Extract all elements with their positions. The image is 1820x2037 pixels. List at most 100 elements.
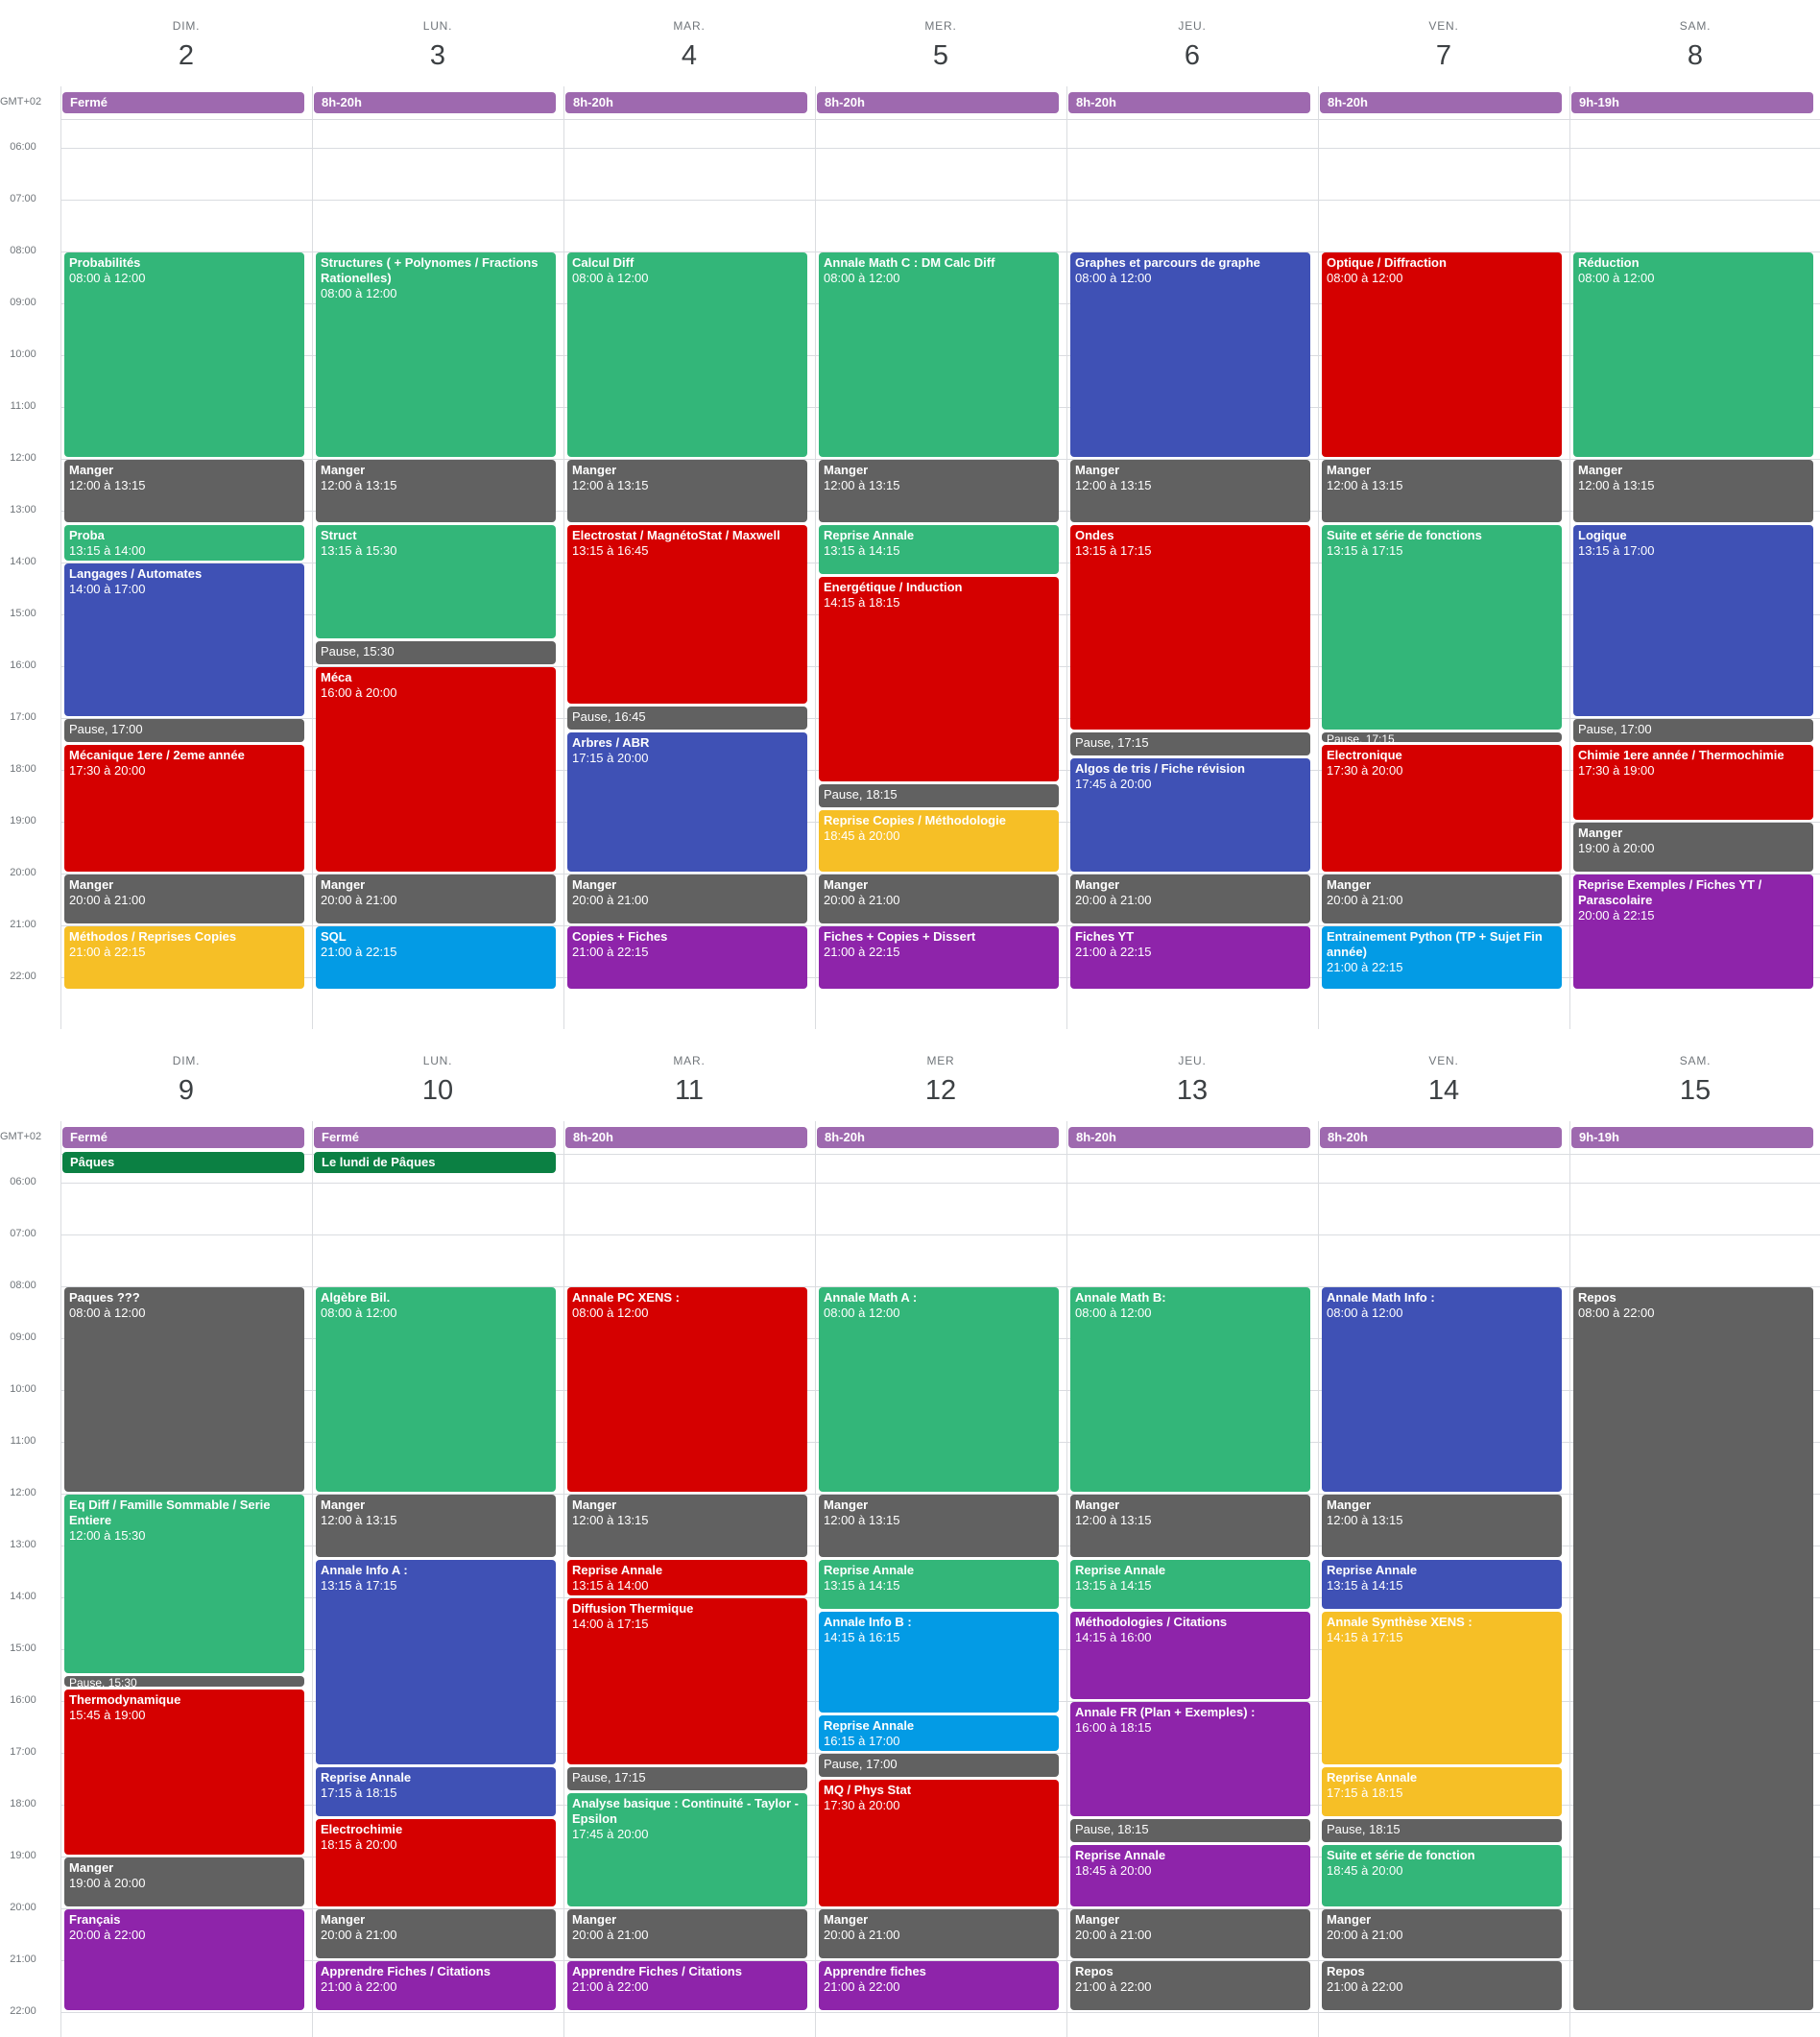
opening-hours-chip[interactable]: 8h-20h bbox=[1068, 92, 1310, 113]
event-block[interactable]: Paques ??? 08:00 à 12:00 bbox=[64, 1287, 304, 1492]
event-block[interactable]: Diffusion Thermique 14:00 à 17:15 bbox=[567, 1598, 807, 1764]
event-block[interactable]: Pause, 16:45 bbox=[567, 706, 807, 730]
day-header[interactable]: MAR. 4 bbox=[563, 19, 815, 72]
day-header[interactable]: LUN. 10 bbox=[312, 1054, 563, 1107]
event-block[interactable]: Reprise Annale 18:45 à 20:00 bbox=[1070, 1844, 1310, 1906]
day-number[interactable]: 12 bbox=[924, 1075, 957, 1106]
event-block[interactable]: Fiches + Copies + Dissert 21:00 à 22:15 bbox=[819, 926, 1059, 989]
event-block[interactable]: Annale Math B: 08:00 à 12:00 bbox=[1070, 1287, 1310, 1492]
day-number[interactable]: 5 bbox=[932, 40, 949, 71]
day-number[interactable]: 6 bbox=[1184, 40, 1201, 71]
event-block[interactable]: Méthodos / Reprises Copies 21:00 à 22:15 bbox=[64, 926, 304, 989]
day-number[interactable]: 15 bbox=[1679, 1075, 1712, 1106]
event-block[interactable]: Annale Math A :08:00 à 12:00 bbox=[819, 1287, 1059, 1492]
day-number[interactable]: 2 bbox=[178, 40, 195, 71]
event-block[interactable]: Repos 08:00 à 22:00 bbox=[1573, 1287, 1813, 2010]
day-header[interactable]: DIM. 9 bbox=[60, 1054, 312, 1107]
event-block[interactable]: Manger 12:00 à 13:15 bbox=[1070, 460, 1310, 522]
event-block[interactable]: Logique 13:15 à 17:00 bbox=[1573, 524, 1813, 716]
event-block[interactable]: Reprise Annale 13:15 à 14:15 bbox=[1322, 1559, 1562, 1609]
event-block[interactable]: Eq Diff / Famille Sommable / Serie Entie… bbox=[64, 1495, 304, 1673]
opening-hours-chip[interactable]: 9h-19h bbox=[1571, 1127, 1813, 1148]
event-block[interactable]: Méthodologies / Citations 14:15 à 16:00 bbox=[1070, 1611, 1310, 1699]
event-block[interactable]: Ondes 13:15 à 17:15 bbox=[1070, 524, 1310, 730]
event-block[interactable]: Manger 20:00 à 21:00 bbox=[316, 875, 556, 923]
event-block[interactable]: Chimie 1ere année / Thermochimie 17:30 à … bbox=[1573, 745, 1813, 820]
event-block[interactable]: Manger 20:00 à 21:00 bbox=[316, 1909, 556, 1958]
event-block[interactable]: Reprise Copies / Méthodologie 18:45 à 20:… bbox=[819, 809, 1059, 872]
event-block[interactable]: Annale Info B :14:15 à 16:15 bbox=[819, 1611, 1059, 1713]
day-number[interactable]: 10 bbox=[421, 1075, 454, 1106]
event-block[interactable]: Repos 21:00 à 22:00 bbox=[1322, 1961, 1562, 2010]
event-block[interactable]: Suite et série de fonction 18:45 à 20:00 bbox=[1322, 1844, 1562, 1906]
day-header[interactable]: JEU. 13 bbox=[1066, 1054, 1318, 1107]
event-block[interactable]: Réduction 08:00 à 12:00 bbox=[1573, 252, 1813, 457]
event-block[interactable]: Pause, 18:15 bbox=[1322, 1818, 1562, 1842]
event-block[interactable]: Annale Math Info :08:00 à 12:00 bbox=[1322, 1287, 1562, 1492]
event-block[interactable]: Energétique / Induction 14:15 à 18:15 bbox=[819, 576, 1059, 781]
day-header[interactable]: LUN. 3 bbox=[312, 19, 563, 72]
event-block[interactable]: Pause, 17:00 bbox=[1573, 719, 1813, 742]
holiday-chip[interactable]: Le lundi de Pâques bbox=[314, 1152, 556, 1173]
event-block[interactable]: Manger 20:00 à 21:00 bbox=[1322, 875, 1562, 923]
event-block[interactable]: Pause, 15:30 bbox=[316, 641, 556, 664]
event-block[interactable]: Repos 21:00 à 22:00 bbox=[1070, 1961, 1310, 2010]
event-block[interactable]: MQ / Phys Stat 17:30 à 20:00 bbox=[819, 1780, 1059, 1906]
event-block[interactable]: Suite et série de fonctions 13:15 à 17:15 bbox=[1322, 524, 1562, 730]
event-block[interactable]: Pause, 17:00 bbox=[64, 719, 304, 742]
event-block[interactable]: Pause, 17:15 bbox=[1070, 731, 1310, 755]
day-header[interactable]: DIM. 2 bbox=[60, 19, 312, 72]
day-number[interactable]: 13 bbox=[1176, 1075, 1209, 1106]
event-block[interactable]: Manger 20:00 à 21:00 bbox=[567, 875, 807, 923]
day-number[interactable]: 8 bbox=[1687, 40, 1704, 71]
event-block[interactable]: Manger 19:00 à 20:00 bbox=[64, 1857, 304, 1906]
event-block[interactable]: Manger 20:00 à 21:00 bbox=[1070, 1909, 1310, 1958]
event-block[interactable]: Apprendre Fiches / Citations 21:00 à 22:0… bbox=[316, 1961, 556, 2010]
event-block[interactable]: Manger 12:00 à 13:15 bbox=[819, 1495, 1059, 1557]
day-number[interactable]: 9 bbox=[178, 1075, 195, 1106]
opening-hours-chip[interactable]: 8h-20h bbox=[1068, 1127, 1310, 1148]
event-block[interactable]: Reprise Annale 13:15 à 14:15 bbox=[1070, 1559, 1310, 1609]
event-block[interactable]: Reprise Annale 17:15 à 18:15 bbox=[1322, 1766, 1562, 1816]
event-block[interactable]: Manger 20:00 à 21:00 bbox=[1070, 875, 1310, 923]
day-number[interactable]: 4 bbox=[681, 40, 698, 71]
event-block[interactable]: Pause, 17:00 bbox=[819, 1754, 1059, 1777]
event-block[interactable]: Optique / Diffraction 08:00 à 12:00 bbox=[1322, 252, 1562, 457]
event-block[interactable]: Apprendre Fiches / Citations 21:00 à 22:0… bbox=[567, 1961, 807, 2010]
day-header[interactable]: VEN. 7 bbox=[1318, 19, 1569, 72]
event-block[interactable]: Reprise Annale 17:15 à 18:15 bbox=[316, 1766, 556, 1816]
event-block[interactable]: Arbres / ABR 17:15 à 20:00 bbox=[567, 731, 807, 872]
day-header[interactable]: JEU. 6 bbox=[1066, 19, 1318, 72]
event-block[interactable]: Annale Info A :13:15 à 17:15 bbox=[316, 1559, 556, 1764]
day-header[interactable]: MER. 5 bbox=[815, 19, 1066, 72]
event-block[interactable]: Manger 12:00 à 13:15 bbox=[64, 460, 304, 522]
event-block[interactable]: Annale PC XENS :08:00 à 12:00 bbox=[567, 1287, 807, 1492]
event-block[interactable]: Proba 13:15 à 14:00 bbox=[64, 524, 304, 561]
event-block[interactable]: Reprise Exemples / Fiches YT / Parascola… bbox=[1573, 875, 1813, 989]
day-number[interactable]: 11 bbox=[674, 1075, 705, 1106]
event-block[interactable]: Français 20:00 à 22:00 bbox=[64, 1909, 304, 2010]
opening-hours-chip[interactable]: 8h-20h bbox=[314, 92, 556, 113]
event-block[interactable]: Fiches YT 21:00 à 22:15 bbox=[1070, 926, 1310, 989]
event-block[interactable]: SQL 21:00 à 22:15 bbox=[316, 926, 556, 989]
event-block[interactable]: Manger 12:00 à 13:15 bbox=[1070, 1495, 1310, 1557]
event-block[interactable]: Manger 12:00 à 13:15 bbox=[567, 460, 807, 522]
opening-hours-chip[interactable]: 8h-20h bbox=[1320, 92, 1562, 113]
event-block[interactable]: Electrochimie 18:15 à 20:00 bbox=[316, 1818, 556, 1906]
event-block[interactable]: Algos de tris / Fiche révision 17:45 à 20… bbox=[1070, 757, 1310, 872]
event-block[interactable]: Thermodynamique 15:45 à 19:00 bbox=[64, 1689, 304, 1855]
event-block[interactable]: Calcul Diff 08:00 à 12:00 bbox=[567, 252, 807, 457]
event-block[interactable]: Annale Synthèse XENS :14:15 à 17:15 bbox=[1322, 1611, 1562, 1764]
day-number[interactable]: 14 bbox=[1427, 1075, 1460, 1106]
opening-hours-chip[interactable]: 8h-20h bbox=[565, 1127, 807, 1148]
event-block[interactable]: Apprendre fiches 21:00 à 22:00 bbox=[819, 1961, 1059, 2010]
event-block[interactable]: Annale FR (Plan + Exemples) :16:00 à 18:… bbox=[1070, 1702, 1310, 1816]
event-block[interactable]: Pause, 17:15 bbox=[567, 1766, 807, 1790]
event-block[interactable]: Analyse basique : Continuité - Taylor - … bbox=[567, 1792, 807, 1906]
event-block[interactable]: Manger 19:00 à 20:00 bbox=[1573, 823, 1813, 872]
event-block[interactable]: Graphes et parcours de graphe 08:00 à 12:… bbox=[1070, 252, 1310, 457]
day-number[interactable]: 7 bbox=[1435, 40, 1452, 71]
event-block[interactable]: Copies + Fiches 21:00 à 22:15 bbox=[567, 926, 807, 989]
event-block[interactable]: Mécanique 1ere / 2eme année 17:30 à 20:00 bbox=[64, 745, 304, 872]
event-block[interactable]: Manger 12:00 à 13:15 bbox=[1322, 460, 1562, 522]
